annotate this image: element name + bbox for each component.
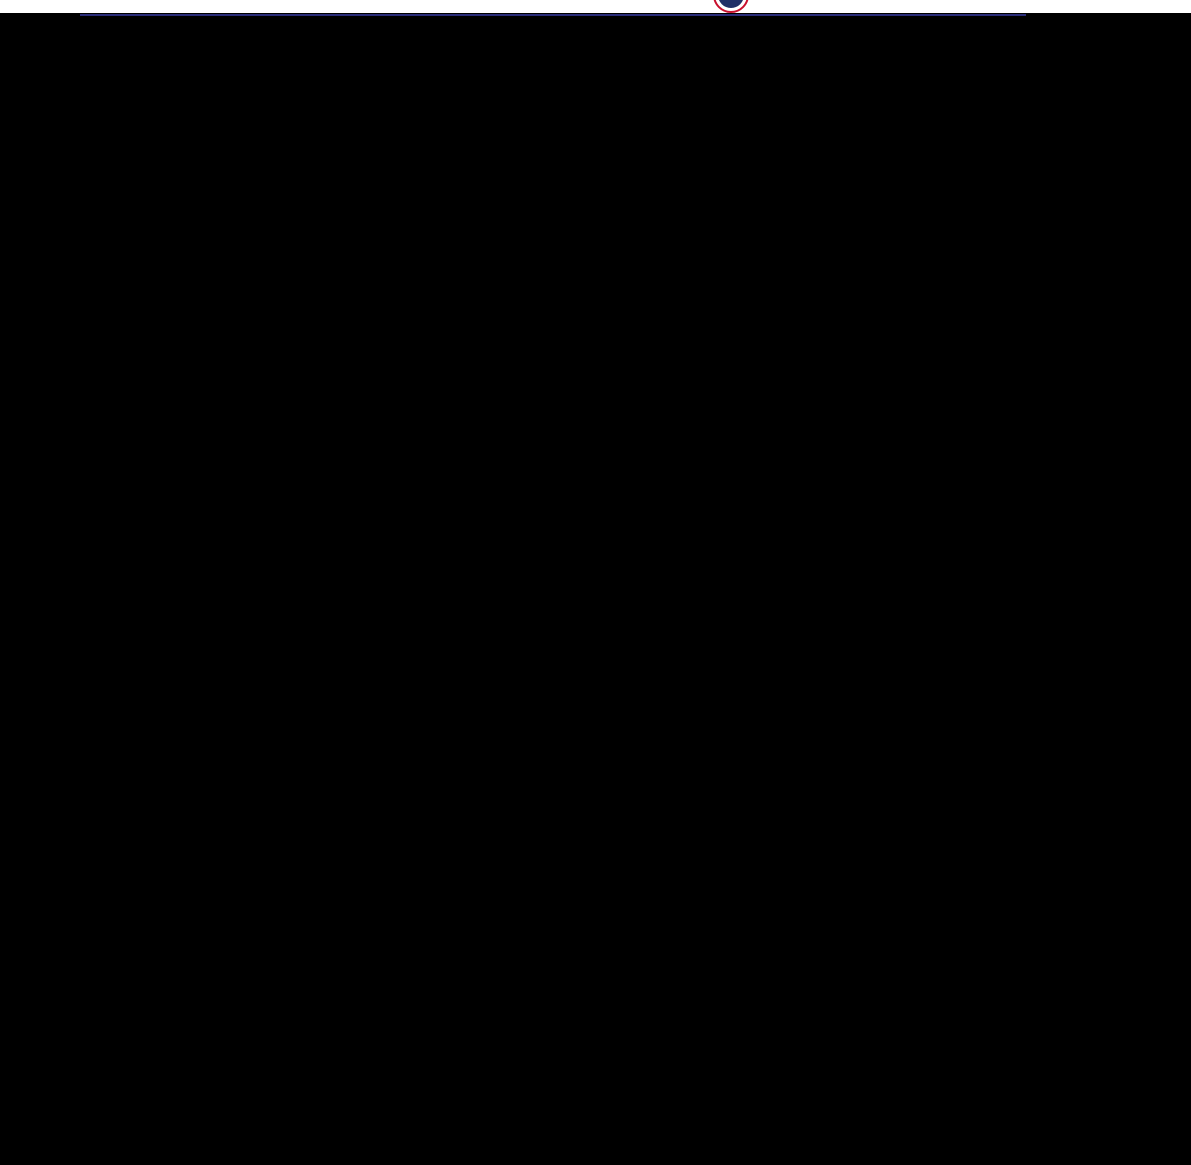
table-col-name: 名称: [289, 53, 470, 78]
table-col-month: 月涨跌幅[%]: [810, 53, 956, 78]
leader-table: 序号代码名称所属行业分类周涨跌幅[%]月涨跌幅[%]季度涨跌幅[%]: [120, 53, 1101, 78]
page: 序号代码名称所属行业分类周涨跌幅[%]月涨跌幅[%]季度涨跌幅[%] 资料来源：…: [0, 0, 1191, 149]
table-header: 序号代码名称所属行业分类周涨跌幅[%]月涨跌幅[%]季度涨跌幅[%]: [120, 53, 1101, 78]
source-note: 资料来源：Wind、开源证券研究所（截至 2021-02-05）: [120, 92, 1101, 109]
table-col-code: 代码: [184, 53, 289, 78]
content-area: 序号代码名称所属行业分类周涨跌幅[%]月涨跌幅[%]季度涨跌幅[%] 资料来源：…: [0, 13, 1191, 149]
header-divider: [80, 14, 1026, 16]
table-col-industry: 所属行业分类: [471, 53, 664, 78]
table-col-rank: 序号: [120, 53, 184, 78]
table-col-week: 周涨跌幅[%]: [664, 53, 810, 78]
top-bar: [0, 0, 1191, 13]
table-col-quarter: 季度涨跌幅[%]: [955, 53, 1101, 78]
logo-icon: [712, 0, 750, 14]
logo-box: [704, 0, 1026, 13]
